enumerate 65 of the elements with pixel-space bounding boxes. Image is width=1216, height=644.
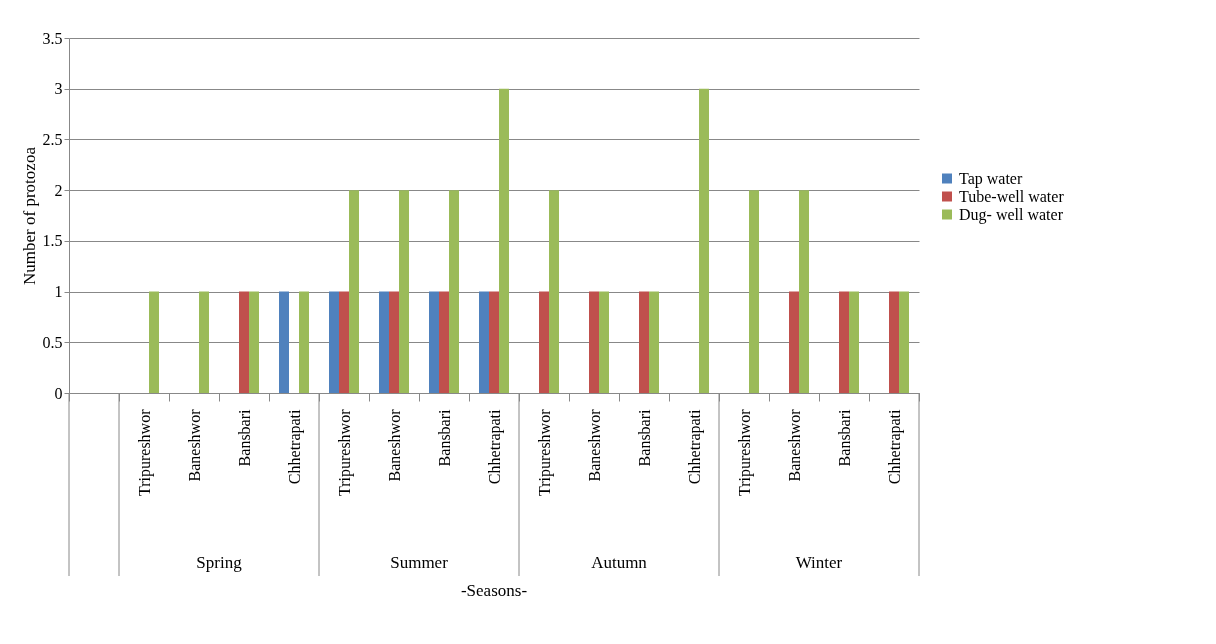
- bar: [489, 291, 499, 393]
- x-tick-label: Bansbari: [435, 408, 453, 467]
- bar: [429, 291, 439, 393]
- bar: [439, 291, 449, 393]
- y-tick-label: 3.5: [42, 29, 63, 47]
- x-tick-label: Baneshwor: [185, 408, 203, 482]
- legend-label: Dug- well water: [959, 205, 1064, 224]
- x-tick-label: Tripureshwor: [335, 408, 354, 497]
- bar: [239, 291, 249, 393]
- y-tick-label: 3: [54, 80, 63, 98]
- bar: [839, 291, 849, 393]
- text: Summer: [390, 553, 449, 572]
- x-tick-label: Tripureshwor: [135, 408, 154, 497]
- bar: [449, 190, 459, 393]
- bar: [279, 291, 289, 393]
- bar: [149, 291, 159, 393]
- bar: [199, 291, 209, 393]
- bar: [349, 190, 359, 393]
- bar: [589, 291, 599, 393]
- x-tick-label: Bansbari: [635, 408, 653, 467]
- bar: [639, 291, 649, 393]
- x-tick-label: Tripureshwor: [735, 408, 754, 497]
- x-tick-label: Baneshwor: [585, 408, 603, 482]
- bar: [899, 291, 909, 393]
- x-tick-label: Chhetrapati: [885, 408, 904, 485]
- y-axis-title: Number of protozoa: [19, 146, 39, 285]
- bar: [539, 291, 549, 393]
- bar: [299, 291, 309, 393]
- text: Spring: [196, 553, 243, 572]
- x-tick-label: Baneshwor: [385, 408, 403, 482]
- x-tick-label: Bansbari: [835, 408, 853, 467]
- bar: [399, 190, 409, 393]
- text: Autumn: [591, 553, 648, 572]
- bar: [329, 291, 339, 393]
- y-tick-label: 2: [54, 181, 63, 199]
- bar: [849, 291, 859, 393]
- bar: [789, 291, 799, 393]
- bar: [249, 291, 259, 393]
- bar: [699, 88, 709, 393]
- bar: [599, 291, 609, 393]
- bar: [799, 190, 809, 393]
- bar: [749, 190, 759, 393]
- legend-label: Tube-well water: [959, 187, 1065, 205]
- x-axis-title: -Seasons-: [460, 581, 528, 600]
- y-tick-label: 1.5: [42, 232, 63, 250]
- y-tick-label: 0: [54, 384, 63, 402]
- x-tick-label: Chhetrapati: [285, 408, 304, 485]
- x-tick-label: Chhetrapati: [485, 408, 504, 485]
- x-tick-label: Bansbari: [235, 408, 253, 467]
- y-tick-label: 1: [54, 283, 63, 301]
- bar: [379, 291, 389, 393]
- text: Winter: [795, 553, 843, 572]
- x-tick-label: Baneshwor: [785, 408, 803, 482]
- x-tick-label: Tripureshwor: [535, 408, 554, 497]
- bar: [339, 291, 349, 393]
- bar: [389, 291, 399, 393]
- y-tick-label: 2.5: [42, 130, 63, 148]
- legend-label: Tap water: [959, 169, 1023, 188]
- y-tick-label: 0.5: [42, 333, 63, 351]
- x-tick-label: Chhetrapati: [685, 408, 704, 485]
- bar: [889, 291, 899, 393]
- bar: [499, 88, 509, 393]
- bar: [479, 291, 489, 393]
- bar: [549, 190, 559, 393]
- bar: [649, 291, 659, 393]
